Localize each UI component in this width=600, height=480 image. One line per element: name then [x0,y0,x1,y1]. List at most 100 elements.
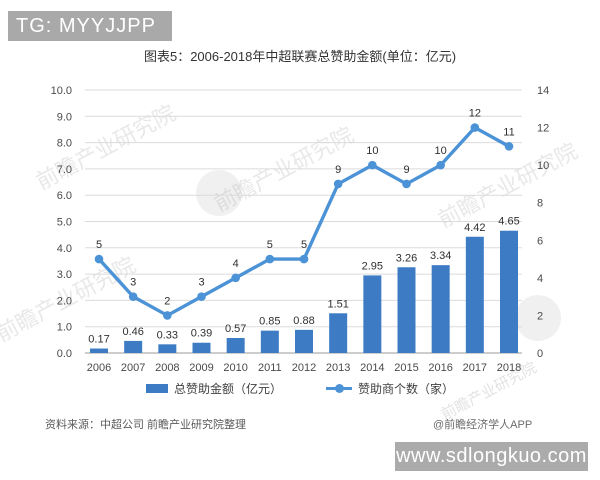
bar [465,236,484,353]
line-marker [94,254,104,264]
bar-value-label: 0.88 [293,315,314,327]
line-value-label: 5 [301,239,307,251]
right-axis-tick: 2 [537,310,543,322]
line-value-label: 10 [366,145,378,157]
line-value-label: 10 [435,145,447,157]
bar-value-label: 2.95 [362,260,383,272]
bar [124,340,143,353]
x-axis-tick: 2012 [292,362,316,374]
bar [363,275,382,353]
line-value-label: 3 [198,277,204,289]
data-source-note: 资料来源：中超公司 前瞻产业研究院整理 [45,419,247,431]
x-axis-tick: 2018 [497,362,521,374]
bar-value-label: 3.26 [396,252,417,264]
bar-value-label: 3.34 [430,250,451,262]
bar-value-label: 4.42 [464,222,485,234]
line-marker [163,311,172,320]
line-marker [231,273,240,283]
x-axis-tick: 2008 [155,362,179,374]
tg-badge: TG: MYYJJPP [8,11,172,41]
bar [192,342,211,353]
line-series-label: 赞助商个数（家） [358,382,455,396]
x-axis-tick: 2007 [121,362,145,374]
left-axis-tick: 4.0 [57,243,72,255]
bar [500,230,518,353]
credit-note: @前瞻经济学人APP [433,419,533,431]
line-marker-icon [335,384,344,393]
site-banner: www.sdlongkuo.com [395,442,588,471]
line-marker [436,160,445,170]
bar [158,344,177,353]
left-axis-tick: 9.0 [57,111,72,123]
line-value-label: 4 [233,258,239,270]
right-axis-tick: 0 [537,348,543,360]
legend-item-bars[interactable]: 总赞助金额（亿元） [145,380,282,397]
left-axis-tick: 10.0 [51,85,72,97]
left-axis-tick: 7.0 [57,164,72,176]
x-axis-tick: 2010 [223,362,247,374]
bar [90,348,108,353]
x-axis-tick: 2016 [428,362,452,374]
bar-series-swatch [145,384,168,393]
x-axis-tick: 2009 [189,362,213,374]
right-axis-tick: 8 [537,198,543,210]
bar-value-label: 0.33 [157,329,178,341]
line-marker [504,142,514,151]
line-value-label: 12 [469,108,481,120]
bar-value-label: 0.57 [225,323,246,335]
line-value-label: 9 [403,164,409,176]
line-value-label: 11 [503,126,514,138]
line-marker [299,254,309,264]
bar-value-label: 0.39 [191,328,212,340]
bar [329,313,348,353]
line-series-swatch [326,384,352,393]
line-marker [128,292,138,301]
chart-canvas: 0.0 1.0 2.0 3.0 4.0 5.0 6.0 7.0 8.0 9.0 10.0 0 2 4 6 8 1… [51,85,550,374]
x-axis-tick: 2014 [360,362,384,374]
x-axis-tick: 2006 [87,362,111,374]
left-axis-tick: 5.0 [57,217,72,229]
left-axis-tick: 8.0 [57,138,72,150]
right-axis-tick: 4 [537,273,543,285]
x-axis-tick: 2011 [258,362,282,374]
x-axis-tick: 2015 [394,362,418,374]
bar-value-label: 4.65 [498,216,519,228]
legend-item-line[interactable]: 赞助商个数（家） [326,380,454,397]
line-value-label: 2 [164,295,170,307]
x-axis-tick: 2017 [463,362,487,374]
chart-legend: 总赞助金额（亿元） 赞助商个数（家） [0,380,600,397]
bar [260,330,279,353]
line-value-label: 3 [130,277,136,289]
bar [431,265,450,353]
bar [295,329,313,353]
line-marker [333,179,343,189]
line-marker [197,292,206,301]
bar [226,338,245,353]
line-marker [402,179,411,189]
bar-series-label: 总赞助金额（亿元） [173,382,282,396]
bar [397,267,416,353]
right-axis-tick: 10 [537,160,549,172]
bar-value-label: 0.46 [122,326,143,338]
left-axis-tick: 3.0 [57,269,72,281]
line-marker [265,254,275,264]
line-marker [368,160,377,170]
chart-title: 图表5：2006-2018年中超联赛总赞助金额(单位：亿元) [143,49,457,64]
right-axis-tick: 14 [537,85,549,97]
left-axis-tick: 2.0 [57,295,72,307]
chart-footer: 资料来源：中超公司 前瞻产业研究院整理 @前瞻经济学人APP [0,416,600,432]
bar-value-label: 0.17 [88,334,109,346]
bar-value-label: 0.85 [259,316,280,328]
line-value-label: 5 [267,239,273,251]
bar-value-label: 1.51 [327,298,348,310]
left-axis-tick: 6.0 [57,190,72,202]
line-marker [470,123,480,132]
left-axis-tick: 0.0 [57,348,72,360]
right-axis-tick: 6 [537,235,543,247]
left-axis-tick: 1.0 [57,322,72,334]
x-axis-tick: 2013 [326,362,350,374]
line-value-label: 9 [335,164,341,176]
right-axis-tick: 12 [537,123,549,135]
line-value-label: 5 [96,239,102,251]
